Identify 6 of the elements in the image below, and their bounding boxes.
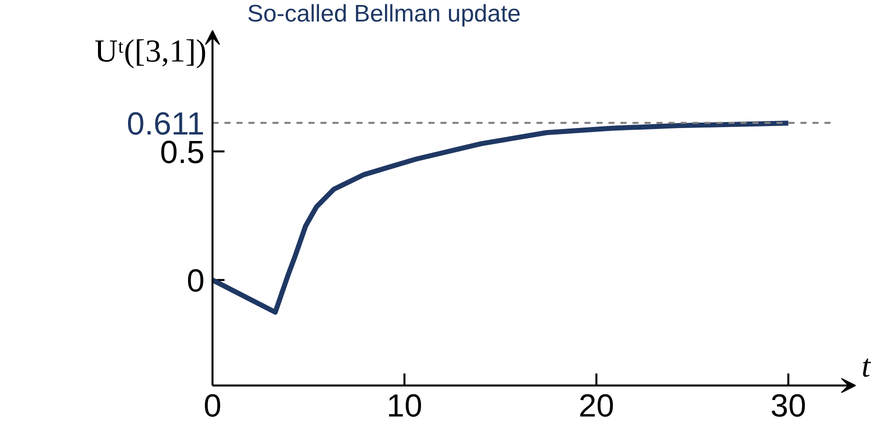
x-axis-title: t (862, 348, 872, 384)
x-tick-label: 30 (770, 388, 806, 424)
x-tick-label: 10 (386, 388, 422, 424)
chart-title: So-called Bellman update (247, 0, 521, 28)
y-axis-title: Uᵗ([3,1]) (94, 32, 206, 68)
x-tick-label: 20 (578, 388, 614, 424)
